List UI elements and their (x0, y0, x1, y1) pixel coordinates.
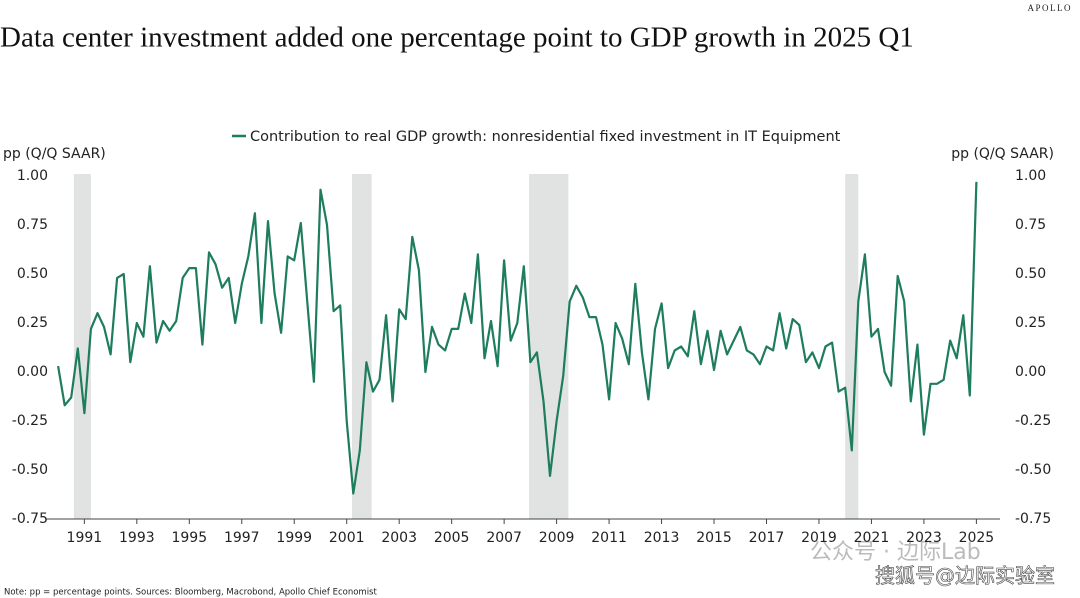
y-tick-label: -0.50 (12, 462, 48, 478)
y2-tick-label: -0.75 (1015, 511, 1051, 527)
brand: APOLLO (1028, 3, 1073, 13)
y2-tick-label: -0.25 (1015, 413, 1051, 429)
x-tick-label: 2023 (906, 530, 942, 546)
recession-band (351, 174, 372, 519)
watermark: 公众号 · 边际Lab (810, 540, 981, 565)
y-tick-label: -0.25 (12, 413, 48, 429)
x-tick-label: 2015 (696, 530, 732, 546)
y2-tick-label: 0.75 (1015, 217, 1046, 233)
x-tick-label: 2021 (854, 530, 890, 546)
x-tick-label: 2025 (959, 530, 995, 546)
y2-tick-label: -0.50 (1015, 462, 1051, 478)
x-tick-label: 2001 (329, 530, 365, 546)
watermark: 搜狐号@边际实验室 (875, 564, 1055, 588)
x-tick-label: 1995 (171, 530, 207, 546)
x-tick-label: 2007 (486, 530, 522, 546)
y2-tick-label: 0.25 (1015, 315, 1046, 331)
chart-title: Data center investment added one percent… (0, 22, 914, 54)
x-tick-label: 2003 (381, 530, 417, 546)
x-tick-label: 1999 (276, 530, 312, 546)
y-tick-label: 0.50 (17, 266, 48, 282)
x-tick-label: 2009 (539, 530, 575, 546)
y-tick-label: 1.00 (17, 168, 48, 184)
recession-band (845, 174, 859, 519)
y2-tick-label: 0.50 (1015, 266, 1046, 282)
recession-band (73, 174, 91, 519)
data-line (57, 181, 978, 495)
y-tick-label: 0.75 (17, 217, 48, 233)
y2-axis-label: pp (Q/Q SAAR) (951, 146, 1054, 162)
y-tick-label: 0.25 (17, 315, 48, 331)
x-tick-label: 2013 (644, 530, 680, 546)
x-tick-label: 1991 (67, 530, 103, 546)
note: Note: pp = percentage points. Sources: B… (4, 588, 377, 598)
y-tick-label: 0.00 (17, 364, 48, 380)
y-tick-label: -0.75 (12, 511, 48, 527)
x-tick-label: 2011 (591, 530, 627, 546)
y2-tick-label: 0.00 (1015, 364, 1046, 380)
legend-label: Contribution to real GDP growth: nonresi… (250, 129, 841, 145)
y-axis-label: pp (Q/Q SAAR) (3, 146, 106, 162)
y2-tick-label: 1.00 (1015, 168, 1046, 184)
x-tick-label: 2019 (801, 530, 837, 546)
x-tick-label: 2017 (749, 530, 785, 546)
x-tick-label: 1997 (224, 530, 260, 546)
x-tick-label: 1993 (119, 530, 155, 546)
x-tick-label: 2005 (434, 530, 470, 546)
